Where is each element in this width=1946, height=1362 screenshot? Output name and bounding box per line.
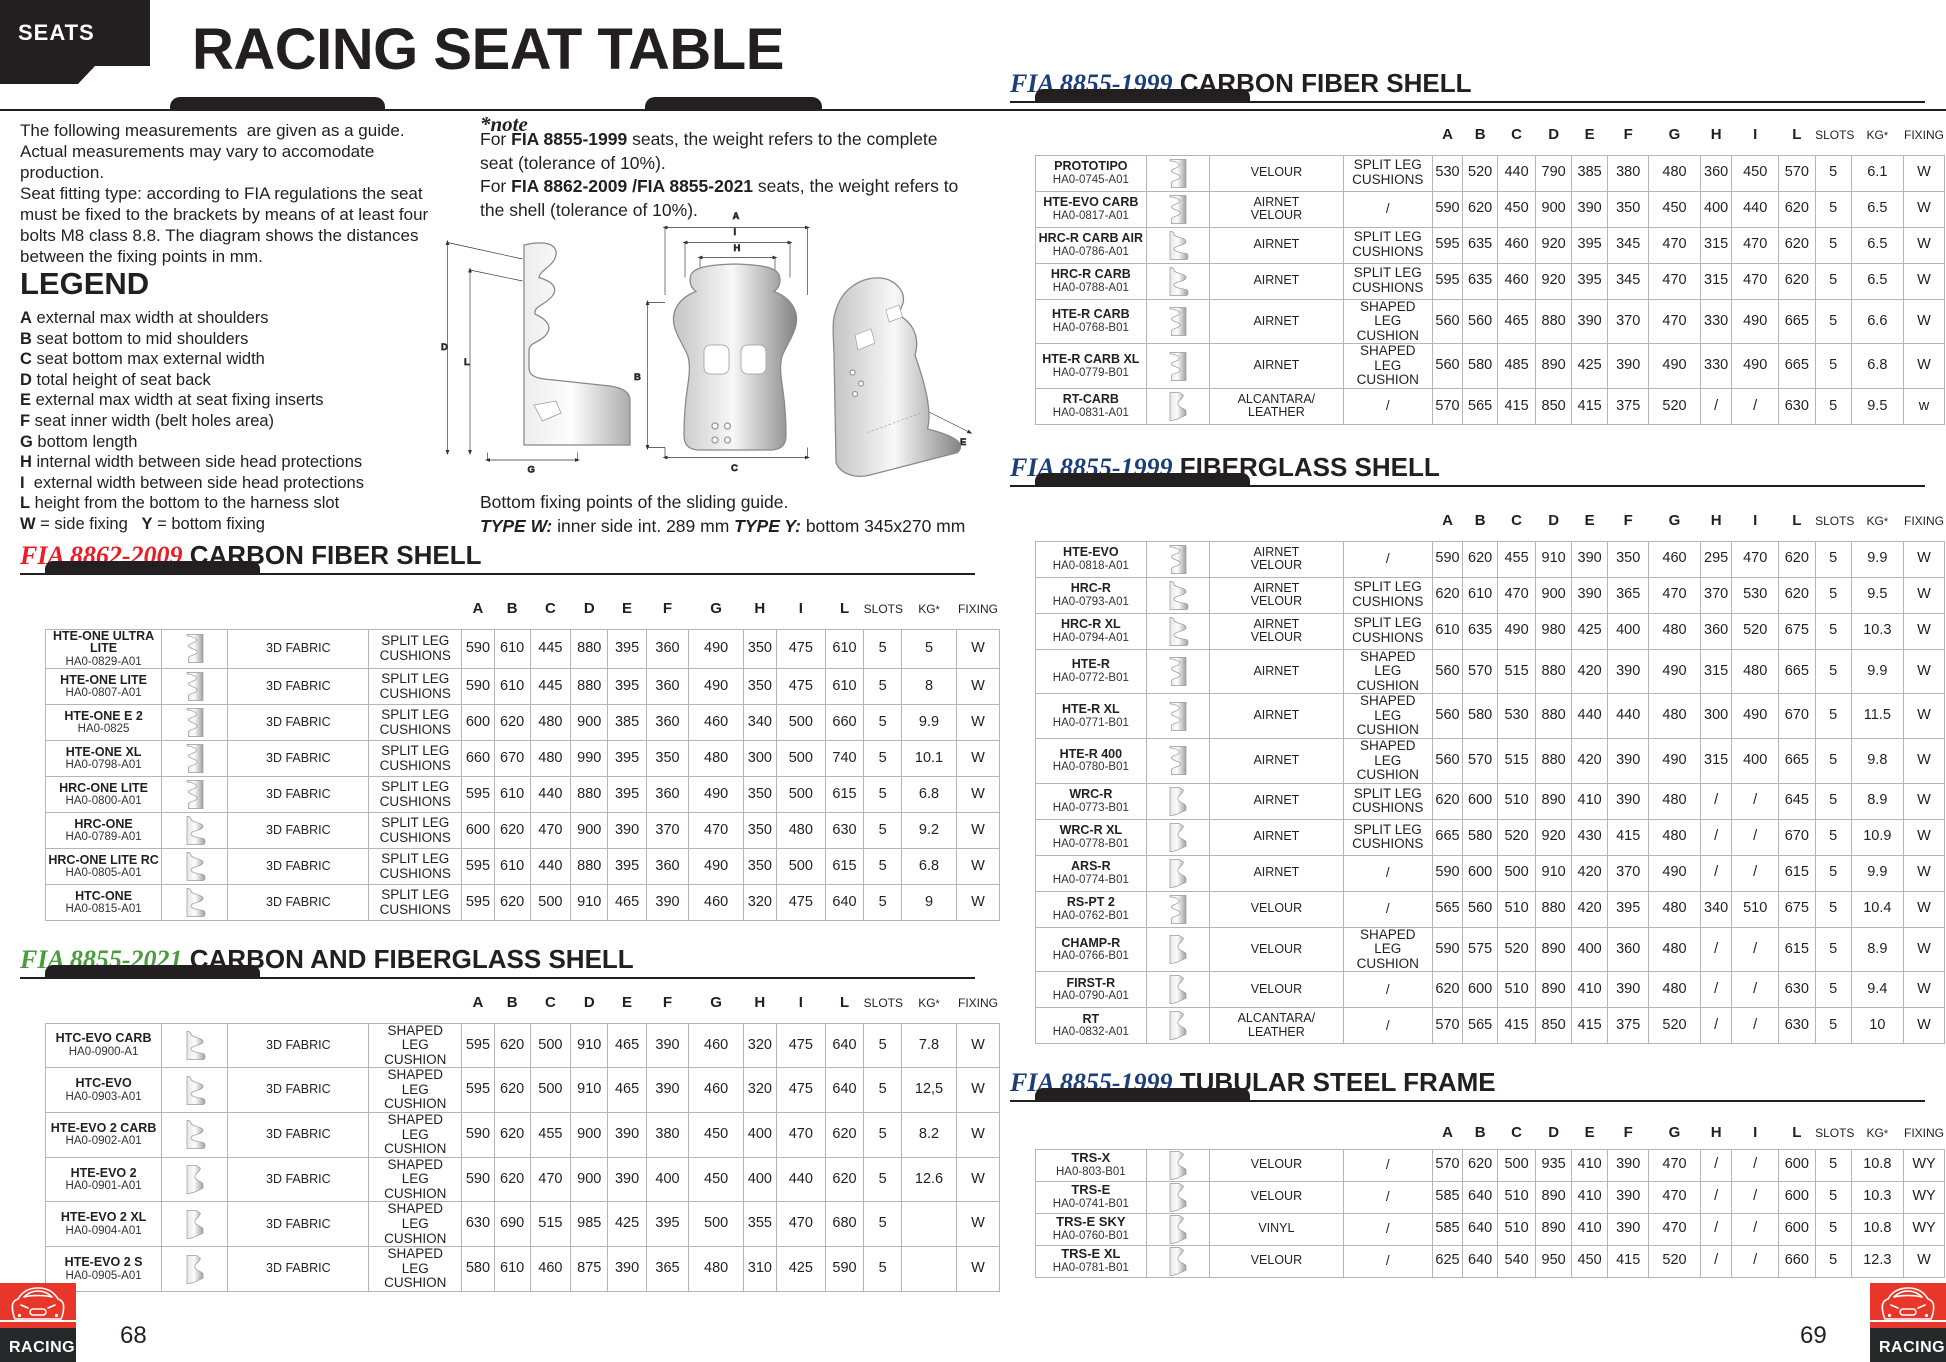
- svg-text:I: I: [734, 227, 737, 238]
- svg-text:H: H: [734, 243, 741, 254]
- svg-text:G: G: [528, 465, 535, 476]
- svg-text:L: L: [464, 357, 470, 368]
- svg-text:A: A: [733, 211, 740, 222]
- svg-text:C: C: [731, 463, 738, 474]
- svg-text:B: B: [634, 372, 641, 383]
- svg-text:D: D: [441, 342, 448, 353]
